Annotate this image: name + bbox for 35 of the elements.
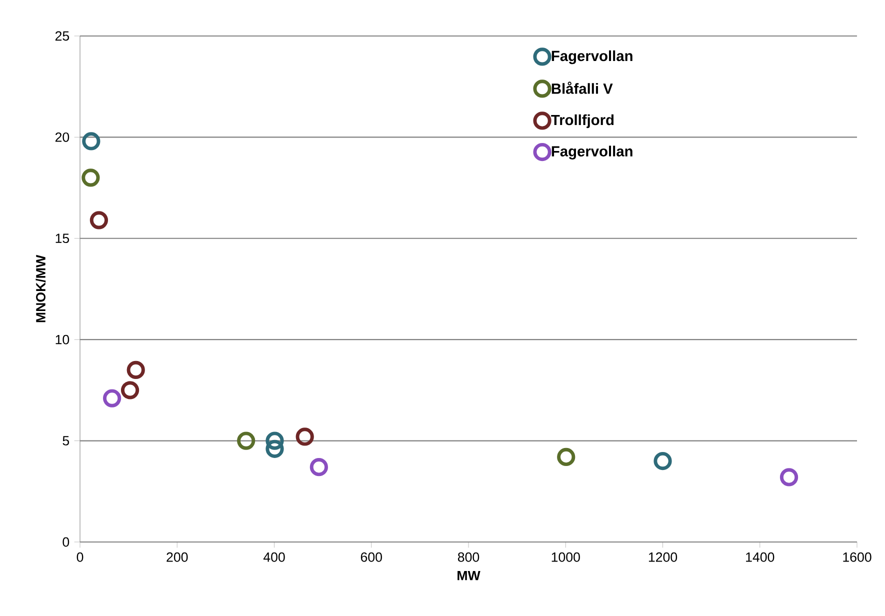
point bbox=[310, 458, 328, 476]
legend-label: Fagervollan bbox=[552, 50, 632, 64]
y-tick-label: 15 bbox=[56, 234, 70, 244]
x-axis-title: MW bbox=[458, 570, 480, 580]
point bbox=[102, 389, 122, 408]
legend-label: Blåfalli V bbox=[552, 82, 613, 94]
point bbox=[780, 468, 798, 486]
point bbox=[266, 440, 284, 458]
point bbox=[237, 432, 256, 450]
x-tick-label: 400 bbox=[263, 552, 285, 562]
x-tick-label: 1200 bbox=[648, 552, 678, 562]
y-tick-label: 10 bbox=[56, 334, 70, 344]
x-tick-label: 200 bbox=[166, 552, 188, 562]
point bbox=[82, 132, 100, 150]
point bbox=[266, 432, 284, 450]
y-tick-label: 0 bbox=[62, 537, 70, 547]
legend-label: Trollfjord bbox=[551, 114, 614, 128]
y-tick-label: 5 bbox=[62, 436, 70, 446]
x-tick-label: 1600 bbox=[843, 552, 872, 562]
point bbox=[90, 211, 108, 230]
x-tick-label: 1400 bbox=[746, 552, 774, 562]
y-axis-title: MNOK/MW bbox=[36, 254, 46, 322]
point bbox=[120, 381, 140, 400]
x-tick-label: 1000 bbox=[552, 552, 580, 562]
y-tick-label: 20 bbox=[55, 132, 70, 142]
x-tick-label: 600 bbox=[360, 552, 382, 562]
point bbox=[82, 168, 100, 187]
x-tick-label: 800 bbox=[458, 552, 480, 562]
point bbox=[654, 452, 672, 470]
y-tick-label: 25 bbox=[55, 31, 70, 41]
point bbox=[557, 448, 576, 466]
point bbox=[296, 428, 314, 446]
legend-label: Fagervollan bbox=[552, 146, 632, 160]
x-tick-label: 0 bbox=[76, 552, 84, 562]
point bbox=[126, 360, 145, 380]
